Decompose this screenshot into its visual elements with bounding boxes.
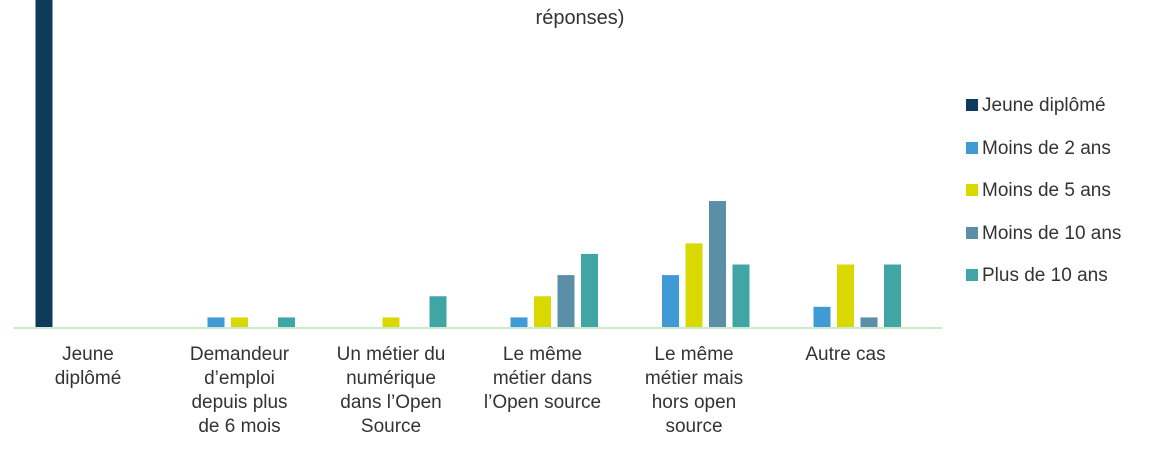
x-tick-label: Jeune diplômé <box>54 344 122 389</box>
bar <box>510 317 528 328</box>
bar <box>837 264 854 328</box>
legend-swatch <box>966 226 978 239</box>
x-tick-label: Le même métier dans l’Open source <box>483 344 602 413</box>
bar <box>35 0 53 328</box>
legend-item: Moins de 10 ans <box>966 222 1122 244</box>
bar <box>429 296 447 328</box>
legend-label: Moins de 10 ans <box>982 222 1122 244</box>
legend-swatch <box>966 141 978 154</box>
x-tick-label: Le même métier mais hors open source <box>644 344 744 437</box>
legend-item: Moins de 5 ans <box>966 181 1111 201</box>
bar <box>557 275 575 328</box>
bar <box>581 253 598 328</box>
x-tick-label: Demandeur d’emploi depuis plus de 6 mois <box>189 344 290 437</box>
legend-item: Plus de 10 ans <box>966 266 1108 286</box>
bar <box>534 296 551 328</box>
bar <box>207 317 225 328</box>
legend-swatch <box>966 99 978 111</box>
bar <box>382 317 400 328</box>
legend-item: Moins de 2 ans <box>966 137 1111 159</box>
bar <box>278 317 295 328</box>
bar <box>685 243 703 328</box>
legend-label: Jeune diplômé <box>982 95 1106 116</box>
legend-swatch <box>966 269 978 281</box>
legend-swatch <box>966 184 978 196</box>
bar <box>732 264 750 328</box>
x-tick-label: Autre cas <box>805 344 886 365</box>
bar <box>231 317 248 328</box>
bar <box>884 264 901 328</box>
bar <box>662 275 679 328</box>
bar <box>709 201 726 328</box>
bar <box>860 317 878 328</box>
bar <box>813 306 831 328</box>
legend-label: Moins de 2 ans <box>982 137 1111 159</box>
x-tick-label: Un métier du numérique dans l’Open Sourc… <box>336 344 446 437</box>
legend-label: Moins de 5 ans <box>982 180 1111 201</box>
legend-label: Plus de 10 ans <box>982 265 1108 286</box>
legend-item: Jeune diplômé <box>966 96 1106 116</box>
chart-title: réponses) <box>535 7 625 29</box>
